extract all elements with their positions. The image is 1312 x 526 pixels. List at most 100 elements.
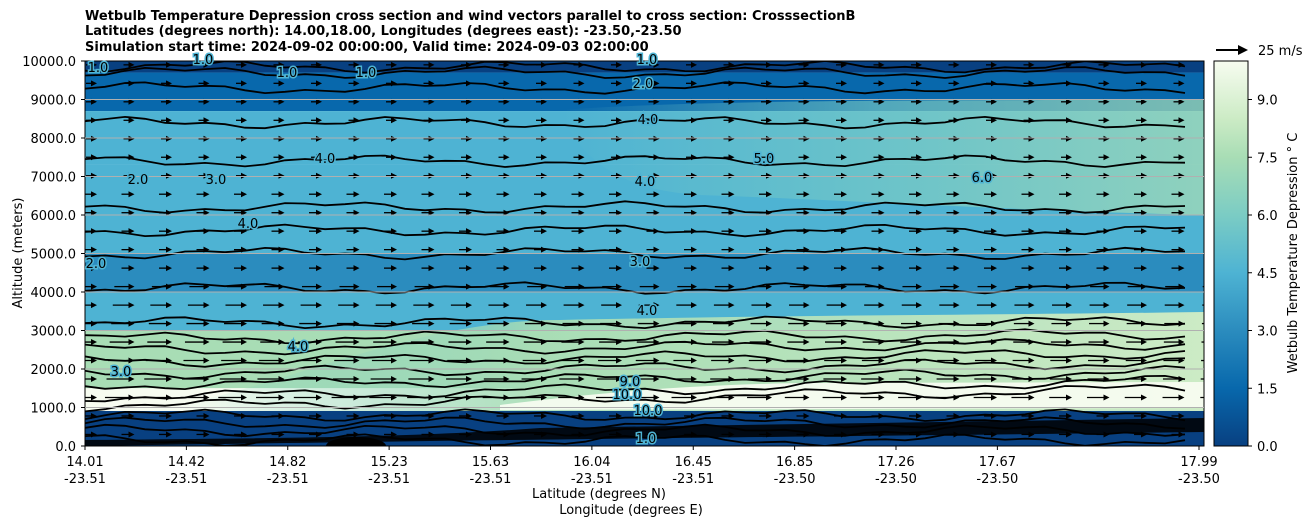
wind-vector-head — [316, 265, 322, 272]
contour-line — [85, 328, 1186, 345]
wind-vector-head — [166, 357, 172, 364]
wind-vector — [752, 283, 772, 290]
wind-vector-head — [878, 154, 885, 161]
wind-vector — [1136, 172, 1147, 179]
wind-vector — [348, 172, 360, 179]
wind-vector-head — [241, 394, 247, 401]
wind-vector — [573, 154, 585, 161]
wind-vector-head — [578, 431, 585, 438]
wind-vector-head — [728, 154, 735, 161]
wind-vector-head — [278, 191, 285, 198]
wind-vector — [1126, 320, 1147, 327]
wind-vector-head — [1103, 339, 1110, 346]
wind-vector — [721, 412, 735, 419]
wind-vector — [536, 61, 547, 68]
wind-vector-head — [1066, 265, 1072, 272]
wind-vector — [611, 80, 622, 87]
wind-vector-head — [166, 394, 172, 401]
wind-vector — [221, 357, 247, 364]
wind-vector — [311, 80, 322, 87]
wind-vector-head — [578, 172, 585, 179]
wind-vector-head — [766, 339, 772, 346]
wind-vector-head — [953, 191, 960, 198]
wind-vector — [1051, 320, 1072, 327]
wind-vector-head — [991, 228, 997, 235]
wind-vector-head — [353, 246, 360, 253]
wind-vector-head — [166, 191, 172, 198]
wind-vector-head — [91, 154, 97, 161]
wind-vector — [836, 135, 847, 142]
wind-vector — [789, 302, 810, 309]
wind-vector-head — [878, 265, 885, 272]
contour-label: 1.0 — [637, 53, 658, 68]
wind-vector — [108, 357, 135, 364]
wind-vector — [939, 283, 960, 290]
wind-vector — [273, 61, 285, 68]
wind-vector-head — [953, 246, 960, 253]
wind-vector-head — [278, 80, 285, 87]
wind-vector — [1050, 357, 1072, 364]
wind-vector — [1173, 61, 1185, 68]
wind-vector — [976, 320, 997, 327]
wind-vector — [311, 61, 322, 68]
wind-vector — [573, 172, 585, 179]
wind-vector — [114, 283, 135, 290]
x-tick-lat: 17.99 — [1180, 455, 1217, 470]
wind-vector — [489, 283, 510, 290]
wind-vector-head — [1028, 431, 1035, 438]
wind-vector-head — [1028, 265, 1035, 272]
wind-vector — [147, 339, 172, 346]
wind-vector — [85, 339, 97, 346]
wind-vector — [121, 209, 135, 216]
wind-vector — [639, 283, 660, 290]
contour-line — [85, 61, 1186, 74]
wind-vector-head — [128, 80, 135, 87]
wind-vector-head — [803, 172, 810, 179]
y-tick-label: 0.0 — [55, 440, 76, 455]
wind-vector-head — [353, 98, 360, 105]
wind-vector-head — [766, 431, 772, 438]
wind-vector-head — [1141, 320, 1147, 327]
wind-vector-head — [203, 283, 210, 290]
wind-vector — [1134, 412, 1147, 419]
wind-vector — [636, 339, 660, 346]
wind-vector — [271, 191, 285, 198]
wind-vector-head — [916, 209, 922, 216]
wind-vector — [186, 320, 210, 327]
wind-vector — [423, 98, 435, 105]
wind-vector-head — [578, 80, 585, 87]
wind-vector — [946, 412, 960, 419]
wind-vector-head — [878, 117, 885, 124]
wind-vector — [671, 394, 697, 401]
wind-vector-head — [766, 228, 772, 235]
wind-vector — [496, 209, 510, 216]
wind-vector — [1023, 61, 1035, 68]
wind-vector — [526, 302, 547, 309]
wind-vector — [834, 265, 847, 272]
x-tick-lat: 14.01 — [66, 455, 103, 470]
wind-vector — [713, 302, 735, 309]
wind-vector — [386, 61, 397, 68]
wind-vector-head — [91, 172, 97, 179]
wind-vector-head — [428, 80, 435, 87]
wind-vector-head — [878, 283, 885, 290]
wind-vector-head — [278, 61, 285, 68]
wind-vector-head — [841, 394, 847, 401]
wind-vector — [346, 246, 360, 253]
wind-vector — [1173, 154, 1185, 161]
wind-vector-head — [128, 357, 135, 364]
wind-vector-head — [1103, 80, 1110, 87]
wind-vector — [864, 302, 885, 309]
contour-label: 4.0 — [638, 113, 659, 128]
wind-vector-head — [91, 320, 97, 327]
wind-vector-head — [503, 302, 510, 309]
wind-vector — [873, 117, 885, 124]
wind-vector — [496, 412, 510, 419]
contour-label: 9.0 — [620, 375, 641, 390]
wind-vector — [161, 135, 172, 142]
wind-vector — [984, 191, 997, 198]
wind-vector-head — [1028, 283, 1035, 290]
wind-vector-head — [728, 283, 735, 290]
wind-vector — [784, 394, 810, 401]
wind-vector — [299, 320, 322, 327]
